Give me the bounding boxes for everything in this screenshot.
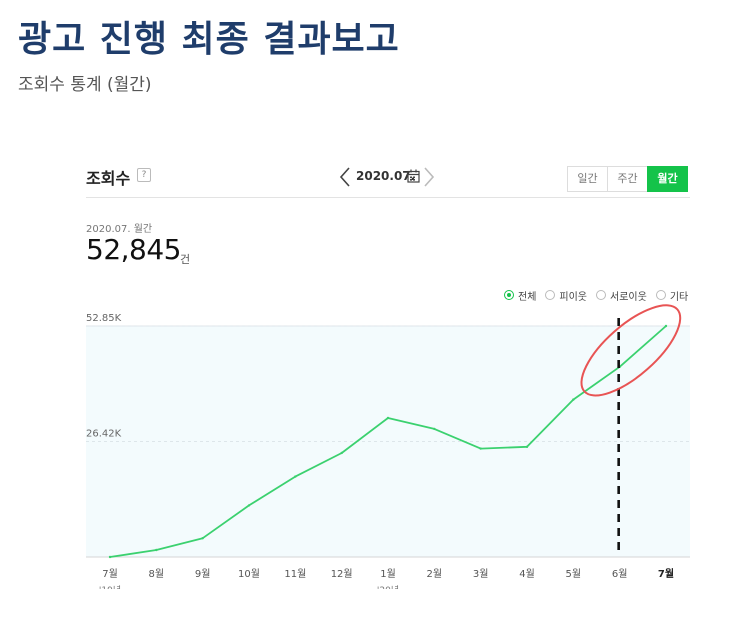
card-title: 조회수 — [86, 169, 131, 188]
calendar-icon[interactable] — [407, 168, 420, 187]
x-tick-label: 1월 — [380, 568, 396, 580]
x-tick-label: 4월 — [519, 568, 535, 580]
x-tick-label: 3월 — [473, 568, 489, 580]
radio-icon — [545, 290, 556, 300]
x-tick-label: 6월 — [612, 568, 628, 580]
year-label: '20년 — [377, 585, 399, 596]
data-point — [479, 447, 482, 450]
x-tick-label: 7월 — [102, 568, 118, 580]
x-tick-label: 9월 — [195, 568, 211, 580]
summary-unit: 건 — [180, 253, 191, 266]
period-tabs: 일간 주간 월간 — [567, 166, 688, 192]
year-label: '19년 — [99, 585, 121, 596]
data-point — [108, 555, 112, 559]
data-point — [525, 445, 529, 449]
x-tick-label: 2월 — [427, 568, 443, 580]
page-subtitle: 조회수 통계 (월간) — [18, 75, 152, 95]
x-tick-label: 5월 — [566, 568, 582, 580]
x-tick-label: 12월 — [331, 568, 353, 580]
filter-group: 전체 피이웃 서로이웃 기타 — [504, 288, 689, 303]
chevron-left-icon[interactable] — [338, 166, 352, 188]
filter-label: 기타 — [669, 291, 689, 303]
x-tick-label: 11월 — [284, 568, 306, 580]
filter-mutual-neighbors[interactable]: 서로이웃 — [596, 288, 647, 303]
tab-monthly[interactable]: 월간 — [647, 166, 688, 192]
tab-weekly[interactable]: 주간 — [607, 166, 648, 192]
radio-icon — [596, 290, 607, 300]
data-point — [386, 416, 390, 420]
y-tick-label: 26.42K — [86, 429, 122, 440]
data-point — [433, 427, 436, 431]
data-point — [294, 475, 297, 478]
tab-daily[interactable]: 일간 — [567, 166, 608, 192]
date-label: 2020.07. — [356, 169, 416, 183]
annotation-highlight-ellipse — [580, 304, 682, 397]
x-tick-label: 7월 — [658, 568, 674, 580]
filter-other[interactable]: 기타 — [655, 288, 689, 303]
y-tick-label: 52.85K — [86, 313, 122, 324]
filter-neighbors[interactable]: 피이웃 — [545, 288, 587, 303]
chevron-right-icon[interactable] — [422, 166, 436, 188]
summary-date: 2020.07. 월간 — [86, 224, 153, 235]
data-point — [201, 537, 204, 540]
filter-all[interactable]: 전체 — [504, 288, 536, 303]
data-point — [664, 324, 668, 328]
card-divider — [86, 197, 690, 198]
filter-label: 서로이웃 — [610, 291, 647, 303]
filter-label: 피이웃 — [559, 291, 588, 303]
radio-icon — [655, 290, 666, 300]
data-point — [340, 451, 343, 455]
summary-value: 52,845 — [86, 233, 181, 266]
data-point — [155, 548, 158, 552]
page-title: 광고 진행 최종 결과보고 — [18, 19, 400, 60]
data-point — [572, 398, 575, 401]
x-tick-label: 10월 — [238, 568, 260, 580]
filter-label: 전체 — [518, 291, 537, 303]
radio-icon — [504, 290, 514, 300]
data-point — [247, 504, 251, 507]
x-tick-label: 8월 — [149, 568, 165, 580]
help-icon[interactable]: ? — [137, 168, 151, 182]
